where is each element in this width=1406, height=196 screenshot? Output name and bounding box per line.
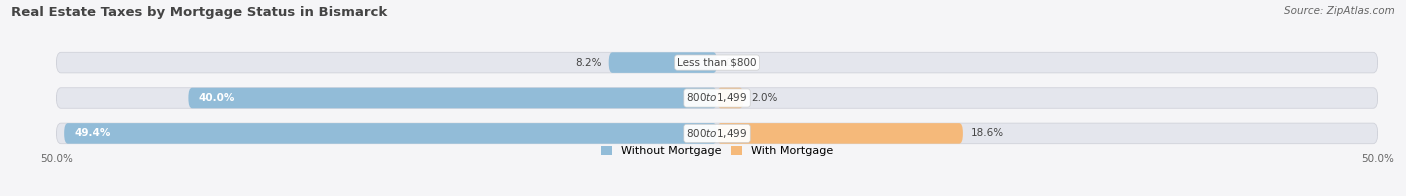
Text: 49.4%: 49.4% — [75, 128, 111, 138]
Text: 8.2%: 8.2% — [575, 58, 602, 68]
FancyBboxPatch shape — [717, 123, 963, 144]
Text: Real Estate Taxes by Mortgage Status in Bismarck: Real Estate Taxes by Mortgage Status in … — [11, 6, 388, 19]
FancyBboxPatch shape — [56, 88, 1378, 108]
FancyBboxPatch shape — [717, 88, 744, 108]
Text: $800 to $1,499: $800 to $1,499 — [686, 127, 748, 140]
Text: Less than $800: Less than $800 — [678, 58, 756, 68]
FancyBboxPatch shape — [65, 123, 717, 144]
Text: 0.0%: 0.0% — [725, 58, 751, 68]
Text: $800 to $1,499: $800 to $1,499 — [686, 92, 748, 104]
FancyBboxPatch shape — [188, 88, 717, 108]
FancyBboxPatch shape — [56, 52, 1378, 73]
FancyBboxPatch shape — [56, 123, 1378, 144]
Text: 18.6%: 18.6% — [970, 128, 1004, 138]
Legend: Without Mortgage, With Mortgage: Without Mortgage, With Mortgage — [596, 141, 838, 161]
FancyBboxPatch shape — [609, 52, 717, 73]
Text: 40.0%: 40.0% — [200, 93, 235, 103]
Text: Source: ZipAtlas.com: Source: ZipAtlas.com — [1284, 6, 1395, 16]
Text: 2.0%: 2.0% — [751, 93, 778, 103]
